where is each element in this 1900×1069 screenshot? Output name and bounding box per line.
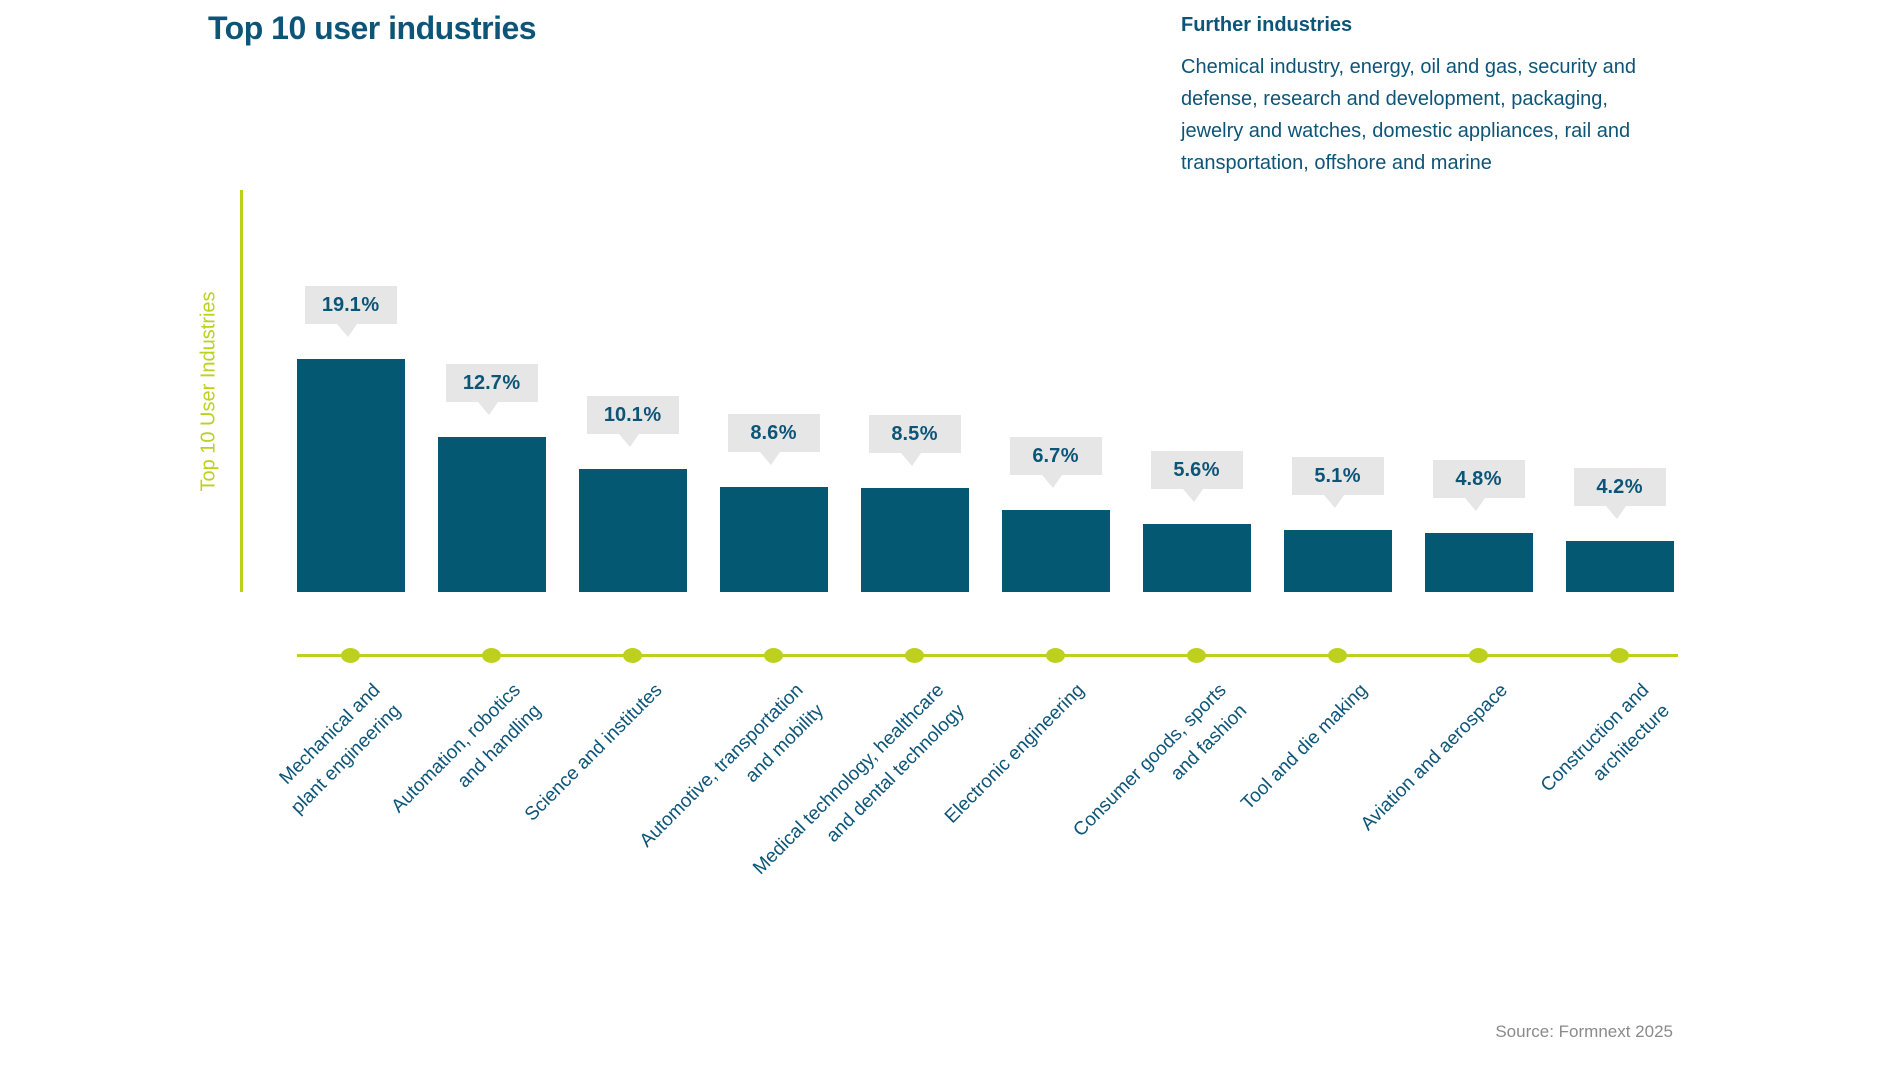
value-callout: 6.7 % bbox=[1009, 437, 1102, 488]
further-industries-line: defense, research and development, packa… bbox=[1181, 88, 1608, 110]
value-callout: 8.6 % bbox=[727, 414, 820, 465]
category-label: Science and institutes bbox=[518, 677, 669, 828]
value-callout: 4.8 % bbox=[1432, 460, 1525, 511]
callout-tail bbox=[900, 453, 921, 466]
category-label: Consumer goods, sports and fashion bbox=[1066, 677, 1253, 864]
value-callout: 12.7 % bbox=[445, 364, 538, 415]
value-label: 8.6 % bbox=[750, 421, 797, 444]
source-caption: Source: Formnext 2025 bbox=[1495, 1022, 1673, 1041]
page-title: Top 10 user industries bbox=[208, 10, 537, 46]
category-label: Tool and die making bbox=[1234, 677, 1374, 817]
category-label-line: Tool and die making bbox=[1236, 679, 1372, 815]
value-label: 4.2 % bbox=[1596, 475, 1643, 498]
bar-chart: 19.1 % 12.7 % 10.1 % 8.6 % 8.5 % 6.7 % 5.6 % 5.… bbox=[275, 230, 1690, 960]
value-callout: 10.1 % bbox=[586, 396, 679, 447]
axis-dot bbox=[764, 648, 783, 663]
bar bbox=[1142, 524, 1251, 592]
callout-tail bbox=[1323, 495, 1344, 508]
bar bbox=[296, 359, 405, 592]
callout-tail bbox=[1041, 475, 1062, 488]
axis-dot bbox=[1187, 648, 1206, 663]
axis-dot bbox=[1469, 648, 1488, 663]
axis-dot bbox=[1328, 648, 1347, 663]
category-label: Electronic engineering bbox=[939, 677, 1092, 830]
value-callout: 19.1 % bbox=[304, 286, 397, 337]
bar bbox=[1424, 533, 1533, 592]
value-callout: 5.1 % bbox=[1291, 457, 1384, 508]
y-axis: Top 10 User Industries bbox=[186, 190, 232, 592]
further-industries-line: jewelry and watches, domestic appliances… bbox=[1181, 120, 1631, 142]
callout-tail bbox=[618, 434, 639, 447]
bar bbox=[1565, 541, 1674, 592]
y-axis-line bbox=[240, 190, 243, 592]
callout-tail bbox=[1605, 506, 1626, 519]
value-label: 19.1 % bbox=[321, 293, 380, 316]
bar bbox=[719, 487, 828, 592]
callout-tail bbox=[336, 324, 357, 337]
further-industries-body: Chemical industry, energy, oil and gas, … bbox=[1181, 51, 1691, 179]
bar bbox=[1283, 530, 1392, 592]
axis-dot bbox=[1046, 648, 1065, 663]
bar bbox=[578, 469, 687, 592]
bar bbox=[437, 437, 546, 592]
bar bbox=[860, 488, 969, 592]
further-industries-heading: Further industries bbox=[1181, 14, 1353, 36]
category-label: Automation, robotics and handling bbox=[385, 677, 548, 840]
value-label: 5.6 % bbox=[1173, 458, 1220, 481]
axis-dot bbox=[905, 648, 924, 663]
category-label: Aviation and aerospace bbox=[1354, 677, 1515, 838]
x-axis-line bbox=[297, 654, 1678, 657]
category-label: Construction and architecture bbox=[1534, 677, 1677, 820]
y-axis-label: Top 10 User Industries bbox=[197, 290, 220, 492]
callout-tail bbox=[759, 452, 780, 465]
category-label-line: Aviation and aerospace bbox=[1357, 679, 1513, 835]
value-label: 6.7 % bbox=[1032, 444, 1079, 467]
callout-tail bbox=[1464, 498, 1485, 511]
axis-dot bbox=[1610, 648, 1629, 663]
further-industries-line: Chemical industry, energy, oil and gas, … bbox=[1181, 56, 1637, 78]
value-label: 12.7 % bbox=[462, 371, 521, 394]
axis-dot bbox=[623, 648, 642, 663]
further-industries-panel: Further industries Chemical industry, en… bbox=[1181, 14, 1691, 179]
axis-dot bbox=[341, 648, 360, 663]
value-callout: 5.6 % bbox=[1150, 451, 1243, 502]
bar bbox=[1001, 510, 1110, 592]
value-callout: 4.2 % bbox=[1573, 468, 1666, 519]
value-label: 4.8 % bbox=[1455, 467, 1502, 490]
axis-dot bbox=[482, 648, 501, 663]
callout-tail bbox=[477, 402, 498, 415]
callout-tail bbox=[1182, 489, 1203, 502]
category-label-line: Electronic engineering bbox=[941, 679, 1090, 828]
further-industries-line: transportation, offshore and marine bbox=[1181, 152, 1492, 174]
value-label: 5.1 % bbox=[1314, 464, 1361, 487]
category-label-line: Science and institutes bbox=[520, 679, 667, 826]
value-callout: 8.5 % bbox=[868, 415, 961, 466]
value-label: 10.1 % bbox=[603, 403, 662, 426]
value-label: 8.5 % bbox=[891, 422, 938, 445]
